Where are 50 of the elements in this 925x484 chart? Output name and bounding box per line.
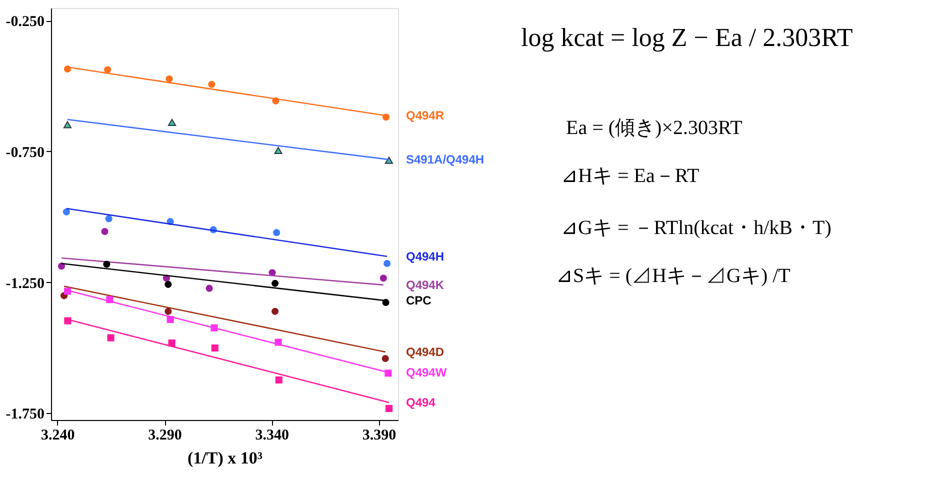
point — [272, 280, 279, 287]
text: ⊿Gキ = －RTln(kcat・h/kB・T) — [561, 217, 832, 239]
point — [103, 260, 110, 268]
point — [382, 298, 390, 306]
series-label: Q494R — [406, 108, 444, 123]
series-label: CPC — [406, 294, 432, 308]
point — [208, 80, 216, 88]
point — [164, 280, 172, 288]
text: ⊿Sキ = (⊿Hキ－⊿Gキ) /T — [556, 265, 790, 287]
series-label: Q494D — [406, 344, 444, 359]
point — [211, 344, 218, 352]
point — [382, 354, 389, 362]
point — [274, 338, 282, 346]
y-tick-label: -0.250 — [6, 14, 44, 30]
point — [272, 308, 279, 315]
point — [275, 376, 282, 384]
point — [62, 208, 70, 216]
point — [63, 121, 72, 128]
series-label: Q494W — [406, 365, 448, 380]
x-tick-label: 3.340 — [255, 428, 289, 444]
point — [380, 274, 387, 282]
point — [273, 229, 280, 236]
text: log kcat = log Z − Ea / 2.303RT — [521, 23, 853, 52]
point — [168, 118, 176, 126]
series-label: Q494 — [406, 395, 436, 410]
series-label: S491A/Q494H — [406, 152, 484, 167]
point — [166, 75, 173, 82]
point — [101, 228, 108, 236]
point — [206, 284, 213, 292]
point — [385, 404, 393, 412]
point — [384, 260, 391, 267]
text: Ea = (傾き)×2.303RT — [566, 117, 742, 139]
x-tick-label: 3.390 — [362, 428, 396, 444]
series-label: Q494K — [406, 278, 444, 292]
y-tick-label: -1.250 — [6, 276, 44, 292]
point — [274, 146, 282, 154]
y-tick-label: -0.750 — [6, 144, 44, 161]
text: ⊿Hキ = Ea－RT — [561, 165, 700, 187]
x-tick-label: 3.290 — [148, 428, 182, 444]
point — [64, 288, 72, 295]
point — [164, 308, 172, 315]
point — [58, 262, 66, 270]
series-label: Q494H — [406, 249, 444, 264]
point — [104, 66, 112, 74]
point — [107, 334, 114, 342]
x-axis-title: (1/T) x 10³ — [188, 448, 262, 468]
point — [105, 215, 112, 222]
y-tick-label: -1.750 — [6, 406, 44, 423]
x-tick-label: 3.240 — [41, 428, 75, 444]
point — [384, 156, 394, 164]
